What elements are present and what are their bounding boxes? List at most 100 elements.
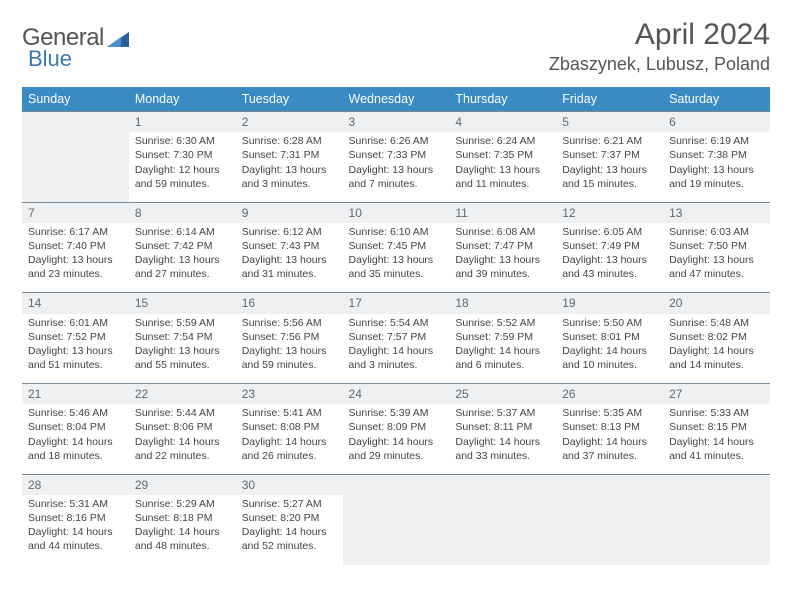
brand-icon — [107, 29, 129, 47]
daylight-text: Daylight: 13 hours — [28, 253, 123, 267]
daylight-text: and 43 minutes. — [562, 267, 657, 281]
day-content-cell — [556, 495, 663, 565]
day-number-cell: 13 — [663, 202, 770, 223]
daylight-text: and 59 minutes. — [135, 177, 230, 191]
day-content-cell: Sunrise: 5:39 AMSunset: 8:09 PMDaylight:… — [343, 404, 450, 474]
sunrise-text: Sunrise: 6:26 AM — [349, 134, 444, 148]
daylight-text: Daylight: 14 hours — [562, 344, 657, 358]
daylight-text: and 31 minutes. — [242, 267, 337, 281]
daylight-text: Daylight: 13 hours — [455, 253, 550, 267]
day-number-cell: 24 — [343, 384, 450, 405]
day-number-cell: 20 — [663, 293, 770, 314]
day-content-cell: Sunrise: 6:17 AMSunset: 7:40 PMDaylight:… — [22, 223, 129, 293]
daylight-text: and 59 minutes. — [242, 358, 337, 372]
day-number-cell: 1 — [129, 112, 236, 133]
day-number-cell — [663, 474, 770, 495]
day-content-cell: Sunrise: 6:28 AMSunset: 7:31 PMDaylight:… — [236, 132, 343, 202]
location-text: Zbaszynek, Lubusz, Poland — [549, 54, 770, 75]
daylight-text: and 55 minutes. — [135, 358, 230, 372]
daylight-text: and 14 minutes. — [669, 358, 764, 372]
sunrise-text: Sunrise: 6:03 AM — [669, 225, 764, 239]
day-number-cell: 29 — [129, 474, 236, 495]
daylight-text: Daylight: 13 hours — [669, 163, 764, 177]
sunrise-text: Sunrise: 6:19 AM — [669, 134, 764, 148]
sunrise-text: Sunrise: 6:24 AM — [455, 134, 550, 148]
daylight-text: Daylight: 14 hours — [349, 344, 444, 358]
sunrise-text: Sunrise: 5:48 AM — [669, 316, 764, 330]
sunrise-text: Sunrise: 5:39 AM — [349, 406, 444, 420]
daylight-text: Daylight: 13 hours — [349, 163, 444, 177]
day-content-cell: Sunrise: 5:44 AMSunset: 8:06 PMDaylight:… — [129, 404, 236, 474]
daylight-text: Daylight: 13 hours — [349, 253, 444, 267]
day-content-cell: Sunrise: 5:35 AMSunset: 8:13 PMDaylight:… — [556, 404, 663, 474]
sunrise-text: Sunrise: 5:35 AM — [562, 406, 657, 420]
daylight-text: Daylight: 13 hours — [455, 163, 550, 177]
day-number-cell: 18 — [449, 293, 556, 314]
day-content-cell: Sunrise: 6:21 AMSunset: 7:37 PMDaylight:… — [556, 132, 663, 202]
day-number-cell: 28 — [22, 474, 129, 495]
day-content-cell: Sunrise: 6:01 AMSunset: 7:52 PMDaylight:… — [22, 314, 129, 384]
day-content-cell: Sunrise: 5:59 AMSunset: 7:54 PMDaylight:… — [129, 314, 236, 384]
day-content-cell — [663, 495, 770, 565]
daylight-text: Daylight: 14 hours — [669, 435, 764, 449]
sunrise-text: Sunrise: 6:01 AM — [28, 316, 123, 330]
day-content-cell — [22, 132, 129, 202]
weekday-header: Friday — [556, 87, 663, 112]
day-number-cell: 21 — [22, 384, 129, 405]
sunrise-text: Sunrise: 5:44 AM — [135, 406, 230, 420]
daylight-text: Daylight: 14 hours — [242, 525, 337, 539]
weekday-header: Monday — [129, 87, 236, 112]
day-number-cell: 3 — [343, 112, 450, 133]
day-number-cell: 23 — [236, 384, 343, 405]
day-number-cell: 7 — [22, 202, 129, 223]
sunset-text: Sunset: 7:42 PM — [135, 239, 230, 253]
day-number-cell: 19 — [556, 293, 663, 314]
day-number-cell — [556, 474, 663, 495]
page-header: General April 2024 Zbaszynek, Lubusz, Po… — [22, 18, 770, 77]
day-number-cell: 6 — [663, 112, 770, 133]
day-content-cell: Sunrise: 5:41 AMSunset: 8:08 PMDaylight:… — [236, 404, 343, 474]
daylight-text: and 19 minutes. — [669, 177, 764, 191]
sunrise-text: Sunrise: 6:28 AM — [242, 134, 337, 148]
sunset-text: Sunset: 8:16 PM — [28, 511, 123, 525]
day-content-row: Sunrise: 6:01 AMSunset: 7:52 PMDaylight:… — [22, 314, 770, 384]
sunrise-text: Sunrise: 5:59 AM — [135, 316, 230, 330]
day-number-row: 282930 — [22, 474, 770, 495]
month-title: April 2024 — [549, 18, 770, 52]
sunset-text: Sunset: 7:54 PM — [135, 330, 230, 344]
daylight-text: Daylight: 14 hours — [135, 525, 230, 539]
day-number-cell: 16 — [236, 293, 343, 314]
daylight-text: Daylight: 13 hours — [669, 253, 764, 267]
daylight-text: and 3 minutes. — [349, 358, 444, 372]
daylight-text: and 15 minutes. — [562, 177, 657, 191]
sunset-text: Sunset: 7:43 PM — [242, 239, 337, 253]
day-content-cell: Sunrise: 5:52 AMSunset: 7:59 PMDaylight:… — [449, 314, 556, 384]
weekday-header-row: Sunday Monday Tuesday Wednesday Thursday… — [22, 87, 770, 112]
day-number-row: 21222324252627 — [22, 384, 770, 405]
daylight-text: and 51 minutes. — [28, 358, 123, 372]
daylight-text: Daylight: 14 hours — [242, 435, 337, 449]
daylight-text: Daylight: 12 hours — [135, 163, 230, 177]
day-content-row: Sunrise: 5:31 AMSunset: 8:16 PM Daylight:… — [22, 495, 770, 565]
daylight-text: and 48 minutes. — [135, 539, 230, 553]
day-content-cell: Sunrise: 6:03 AMSunset: 7:50 PMDaylight:… — [663, 223, 770, 293]
sunset-text: Sunset: 8:08 PM — [242, 420, 337, 434]
daylight-text: and 37 minutes. — [562, 449, 657, 463]
title-block: April 2024 Zbaszynek, Lubusz, Poland — [549, 18, 770, 77]
day-content-cell — [343, 495, 450, 565]
sunset-text: Sunset: 8:01 PM — [562, 330, 657, 344]
day-content-cell: Sunrise: 6:12 AMSunset: 7:43 PMDaylight:… — [236, 223, 343, 293]
day-content-row: Sunrise: 5:46 AMSunset: 8:04 PMDaylight:… — [22, 404, 770, 474]
day-number-cell: 26 — [556, 384, 663, 405]
day-content-cell: Sunrise: 5:27 AMSunset: 8:20 PMDaylight:… — [236, 495, 343, 565]
day-number-cell: 8 — [129, 202, 236, 223]
sunrise-text: Sunrise: 5:31 AM — [28, 497, 123, 511]
sunset-text: Sunset: 8:18 PM — [135, 511, 230, 525]
day-number-cell: 9 — [236, 202, 343, 223]
day-number-row: 14151617181920 — [22, 293, 770, 314]
daylight-text: Daylight: 13 hours — [562, 253, 657, 267]
weekday-header: Saturday — [663, 87, 770, 112]
sunrise-text: Sunrise: 6:05 AM — [562, 225, 657, 239]
daylight-text: Daylight: 13 hours — [28, 344, 123, 358]
daylight-text: and 6 minutes. — [455, 358, 550, 372]
